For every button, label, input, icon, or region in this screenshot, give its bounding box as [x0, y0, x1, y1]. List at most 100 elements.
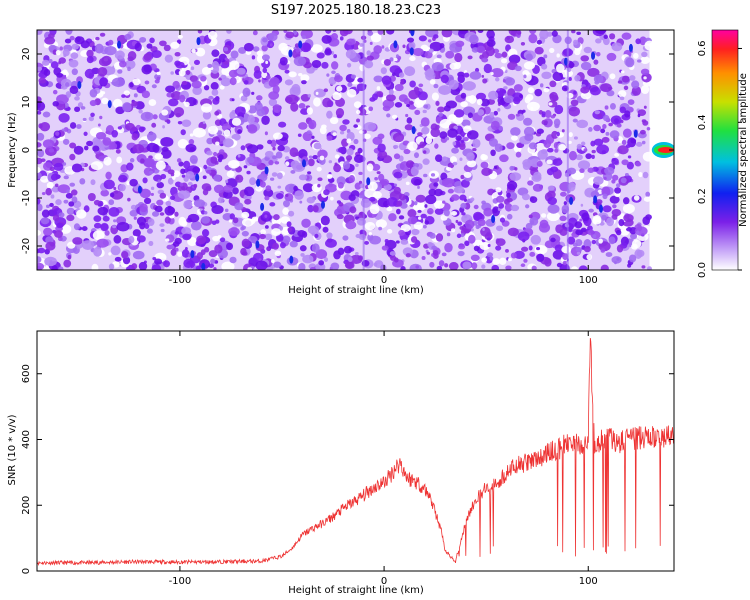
heatmap-cell [345, 49, 357, 59]
heatmap-cell [117, 69, 123, 74]
heatmap-cell [460, 92, 467, 99]
heatmap-cell [126, 162, 134, 171]
heatmap-cell [41, 191, 46, 196]
heatmap-cell [183, 258, 194, 269]
heatmap-cell [452, 141, 457, 146]
heatmap-cell [435, 100, 440, 106]
heatmap-cell [600, 264, 609, 270]
heatmap-cell [334, 91, 338, 95]
heatmap-cell [69, 153, 76, 161]
heatmap-cell [259, 233, 266, 240]
heatmap-cell [52, 214, 60, 222]
heatmap-cell [395, 208, 401, 215]
heatmap-cell [93, 199, 101, 206]
heatmap-cell [62, 138, 70, 145]
heatmap-cell [336, 200, 342, 204]
heatmap-cell [549, 47, 555, 53]
heatmap-cell [504, 77, 516, 86]
heatmap-cell [100, 223, 109, 232]
heatmap-cell [287, 227, 293, 233]
heatmap-cell [546, 31, 553, 37]
heatmap-cell [540, 213, 547, 218]
heatmap-cell [369, 196, 376, 202]
heatmap-cell [76, 124, 82, 129]
heatmap-cell [544, 257, 552, 267]
heatmap-cell [255, 260, 268, 270]
heatmap-cell [93, 247, 102, 257]
heatmap-cell [132, 250, 145, 260]
heatmap-cell [271, 155, 277, 160]
heatmap-cell [419, 141, 426, 149]
heatmap-cell [108, 199, 115, 206]
heatmap-cell [155, 160, 166, 171]
heatmap-cell [615, 183, 621, 188]
heatmap-cell [224, 179, 229, 184]
heatmap-cell [326, 135, 333, 141]
heatmap-cell [456, 233, 462, 239]
heatmap-cell [255, 240, 260, 249]
heatmap-cell [410, 236, 418, 243]
heatmap-cell [206, 150, 213, 156]
heatmap-cell [223, 47, 229, 52]
heatmap-cell [279, 241, 286, 249]
heatmap-cell [522, 161, 531, 171]
heatmap-y-tick-label: 20 [21, 48, 32, 61]
heatmap-cell [230, 50, 239, 59]
heatmap-cell [421, 126, 430, 135]
heatmap-cell [439, 131, 448, 139]
heatmap-cell [66, 189, 70, 194]
heatmap-cell [119, 184, 126, 192]
heatmap-cell [117, 40, 122, 49]
heatmap-cell [138, 126, 145, 133]
heatmap-cell [463, 137, 469, 142]
heatmap-cell [82, 117, 87, 122]
heatmap-cell [149, 37, 155, 44]
heatmap-cell [247, 114, 255, 124]
heatmap-y-tick-label: -20 [21, 238, 32, 254]
heatmap-cell [49, 166, 55, 172]
heatmap-cell [201, 103, 213, 113]
heatmap-cell [108, 207, 120, 217]
heatmap-cell [215, 219, 220, 224]
heatmap-cell [97, 206, 109, 216]
heatmap-cell [420, 213, 427, 219]
snr-y-ticks: 0 200 400 600 [21, 364, 674, 574]
heatmap-cell [630, 233, 637, 240]
heatmap-cell [236, 67, 246, 75]
heatmap-cell [481, 57, 489, 63]
heatmap-cell [541, 71, 552, 80]
heatmap-cell [273, 214, 280, 221]
heatmap-cell [492, 258, 501, 265]
heatmap-cell [348, 174, 355, 183]
heatmap-cell [428, 48, 434, 53]
heatmap-cell [423, 173, 428, 178]
heatmap-cell [547, 204, 560, 214]
heatmap-cell [423, 104, 429, 109]
heatmap-cell [206, 137, 214, 145]
heatmap-cell [291, 83, 301, 94]
heatmap-cell [359, 194, 364, 199]
heatmap-cell [623, 214, 634, 223]
heatmap-cell [588, 127, 593, 132]
heatmap-cell [493, 165, 498, 170]
heatmap-cell [515, 151, 522, 158]
heatmap-cell [406, 37, 415, 43]
heatmap-cell [374, 177, 379, 181]
heatmap-cell [132, 144, 145, 154]
heatmap-cell [111, 130, 119, 138]
heatmap-cell [490, 120, 500, 131]
heatmap-cell [427, 210, 433, 214]
heatmap-cell [618, 90, 627, 98]
heatmap-cell [40, 217, 50, 225]
heatmap-cell [181, 174, 186, 178]
heatmap-cell [418, 83, 424, 88]
heatmap-cell [229, 111, 236, 120]
heatmap-cell [554, 148, 559, 153]
heatmap-cell [37, 110, 42, 115]
heatmap-cell [347, 82, 353, 88]
heatmap-cell [558, 144, 567, 151]
heatmap-cell [63, 53, 67, 58]
heatmap-cell [217, 235, 222, 239]
heatmap-cell [468, 234, 476, 244]
snr-y-tick-label: 200 [21, 496, 32, 515]
